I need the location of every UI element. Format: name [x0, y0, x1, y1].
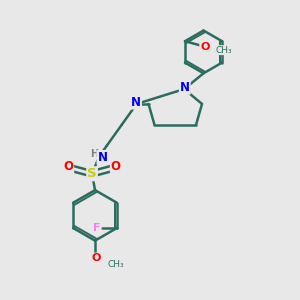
Text: CH₃: CH₃	[216, 46, 232, 55]
Text: S: S	[87, 167, 97, 180]
Text: F: F	[93, 223, 100, 233]
Text: H: H	[90, 148, 98, 159]
Text: O: O	[63, 160, 73, 173]
Text: O: O	[200, 42, 210, 52]
Text: N: N	[98, 151, 107, 164]
Text: O: O	[111, 160, 121, 173]
Text: CH₃: CH₃	[107, 260, 124, 269]
Text: O: O	[92, 254, 101, 263]
Text: N: N	[180, 81, 190, 94]
Text: N: N	[131, 96, 141, 109]
